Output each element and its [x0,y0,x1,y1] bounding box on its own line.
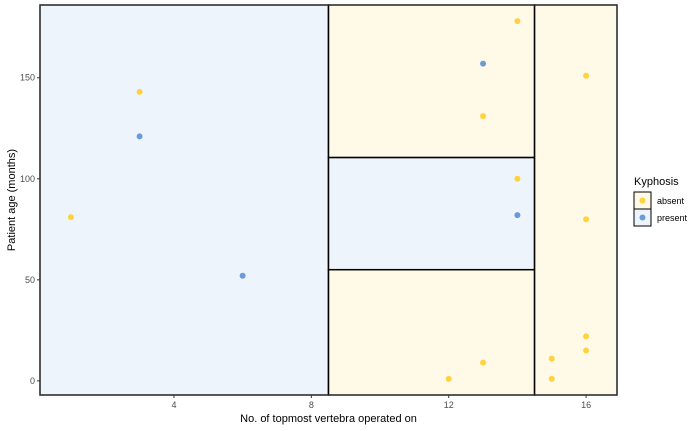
panel-border [39,4,618,396]
point-absent-7 [548,375,555,382]
point-present-3 [514,212,521,219]
region-absent-4 [533,4,618,396]
point-absent-1 [136,88,143,95]
point-absent-8 [548,355,555,362]
y-tick-label: 150 [20,73,35,83]
x-axis: 4 8 12 16 [171,395,591,410]
point-present-0 [136,133,143,140]
y-tick-label: 100 [20,174,35,184]
point-absent-3 [480,359,487,366]
y-tick-label: 50 [25,275,35,285]
point-absent-4 [480,113,487,120]
y-tick-label: 0 [30,376,35,386]
point-absent-6 [514,18,521,25]
point-present-1 [239,272,246,279]
legend-marker-present [639,214,646,221]
point-absent-9 [583,347,590,354]
region-present-0 [39,4,330,396]
region-present-2 [327,156,536,271]
legend-item-absent: absent [633,191,685,210]
region-absent-3 [327,268,536,396]
point-absent-11 [583,216,590,223]
point-absent-5 [514,175,521,182]
y-axis-title: Patient age (months) [6,149,18,251]
x-tick-label: 12 [444,400,454,410]
region-absent-1 [327,4,536,159]
x-tick-label: 16 [581,400,591,410]
x-tick-label: 4 [171,400,176,410]
legend-label-present: present [657,213,688,223]
legend-label-absent: absent [657,196,685,206]
y-axis: 0 50 100 150 [20,73,40,386]
decision-regions [39,4,618,396]
x-axis-title: No. of topmost vertebra operated on [240,413,417,425]
point-absent-2 [445,375,452,382]
data-points [67,18,590,382]
legend: Kyphosis absent present [633,176,688,227]
legend-marker-absent [639,197,646,204]
legend-title: Kyphosis [634,176,679,188]
legend-item-present: present [633,208,688,227]
point-absent-10 [583,333,590,340]
x-tick-label: 8 [309,400,314,410]
point-absent-0 [67,214,74,221]
point-present-2 [480,60,487,67]
point-absent-12 [583,72,590,79]
